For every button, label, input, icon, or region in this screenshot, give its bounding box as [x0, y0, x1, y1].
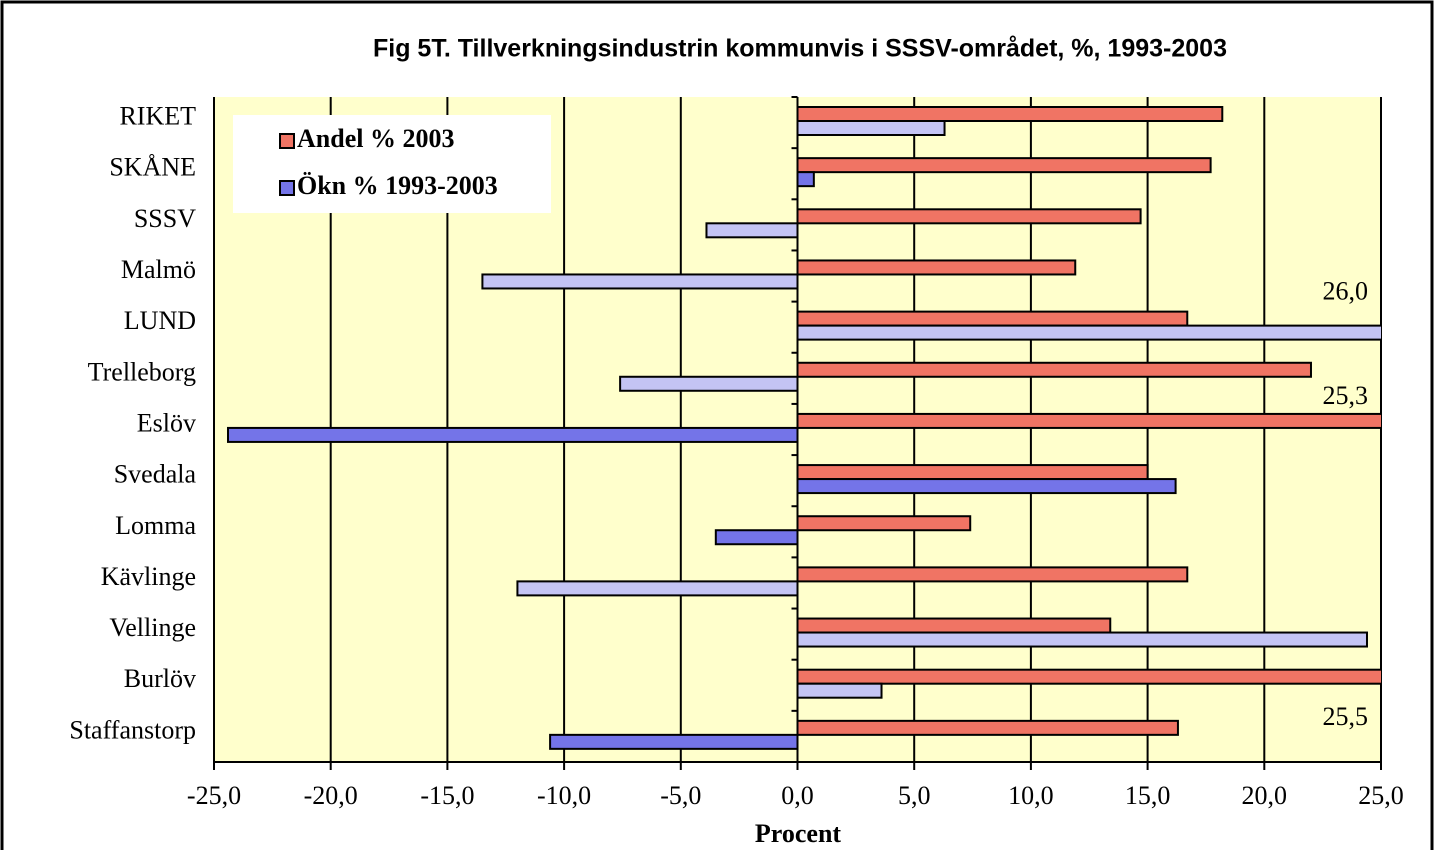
bar — [796, 478, 1177, 495]
x-tick-label: -25,0 — [187, 781, 241, 810]
bar — [796, 157, 1212, 174]
y-tick-label: Lomma — [115, 511, 196, 540]
x-tick-label: 5,0 — [898, 781, 931, 810]
bar — [796, 310, 1189, 327]
x-tick-label: 25,0 — [1358, 781, 1404, 810]
x-tick-label: 10,0 — [1008, 781, 1054, 810]
bar — [796, 259, 1077, 276]
bar — [796, 120, 946, 136]
x-tick-label: 15,0 — [1125, 781, 1171, 810]
legend-box — [233, 115, 551, 213]
bar — [796, 515, 972, 532]
y-tick-label: Eslöv — [137, 408, 196, 437]
x-tick-label: -20,0 — [304, 781, 358, 810]
value-label: 26,0 — [1323, 277, 1369, 306]
bar — [796, 171, 815, 188]
y-tick-label: RIKET — [119, 102, 196, 131]
y-tick-label: Vellinge — [109, 613, 196, 642]
bar — [796, 682, 883, 699]
legend-label: Andel % 2003 — [297, 124, 454, 153]
bar — [705, 222, 799, 239]
bar — [619, 375, 799, 392]
y-tick-label: SSSV — [134, 204, 196, 233]
y-tick-label: Trelleborg — [88, 357, 196, 386]
y-tick-label: Svedala — [114, 460, 197, 489]
y-tick-label: Burlöv — [124, 664, 196, 693]
x-tick-label: 20,0 — [1242, 781, 1288, 810]
legend-swatch — [279, 180, 295, 196]
bar — [796, 719, 1179, 736]
x-axis-label: Procent — [755, 819, 841, 848]
bar — [796, 566, 1189, 583]
legend-swatch — [279, 133, 295, 149]
y-tick-label: LUND — [124, 306, 196, 335]
bar — [714, 529, 799, 546]
legend-label: Ökn % 1993-2003 — [297, 171, 498, 200]
bar — [796, 361, 1312, 378]
y-tick-label: SKÅNE — [109, 153, 196, 182]
bar — [481, 273, 799, 290]
bar — [796, 324, 1381, 341]
value-label: 25,5 — [1323, 702, 1369, 731]
bar — [549, 733, 799, 750]
bar — [796, 464, 1149, 481]
chart-title: Fig 5T. Tillverkningsindustrin kommunvis… — [373, 35, 1227, 63]
value-label: 25,3 — [1323, 381, 1369, 410]
bar — [796, 617, 1112, 634]
y-tick-label: Kävlinge — [101, 562, 196, 591]
bar — [796, 412, 1381, 429]
legend: Andel % 2003 Ökn % 1993-2003 — [233, 115, 551, 213]
y-tick-label: Malmö — [121, 255, 196, 284]
bar — [796, 668, 1381, 685]
x-tick-label: -15,0 — [420, 781, 474, 810]
bar — [796, 208, 1142, 225]
x-tick-label: 0,0 — [781, 781, 814, 810]
bar — [516, 580, 799, 597]
x-tick-label: -5,0 — [660, 781, 701, 810]
bar — [796, 106, 1224, 122]
overlay: -25,0 -20,0 -15,0 -10,0 -5,0 0,0 5,0 10,0 15,0 20… — [69, 96, 1404, 810]
x-tick-label: -10,0 — [537, 781, 591, 810]
bar — [227, 426, 799, 443]
bar — [796, 631, 1368, 648]
y-tick-label: Staffanstorp — [69, 715, 196, 744]
